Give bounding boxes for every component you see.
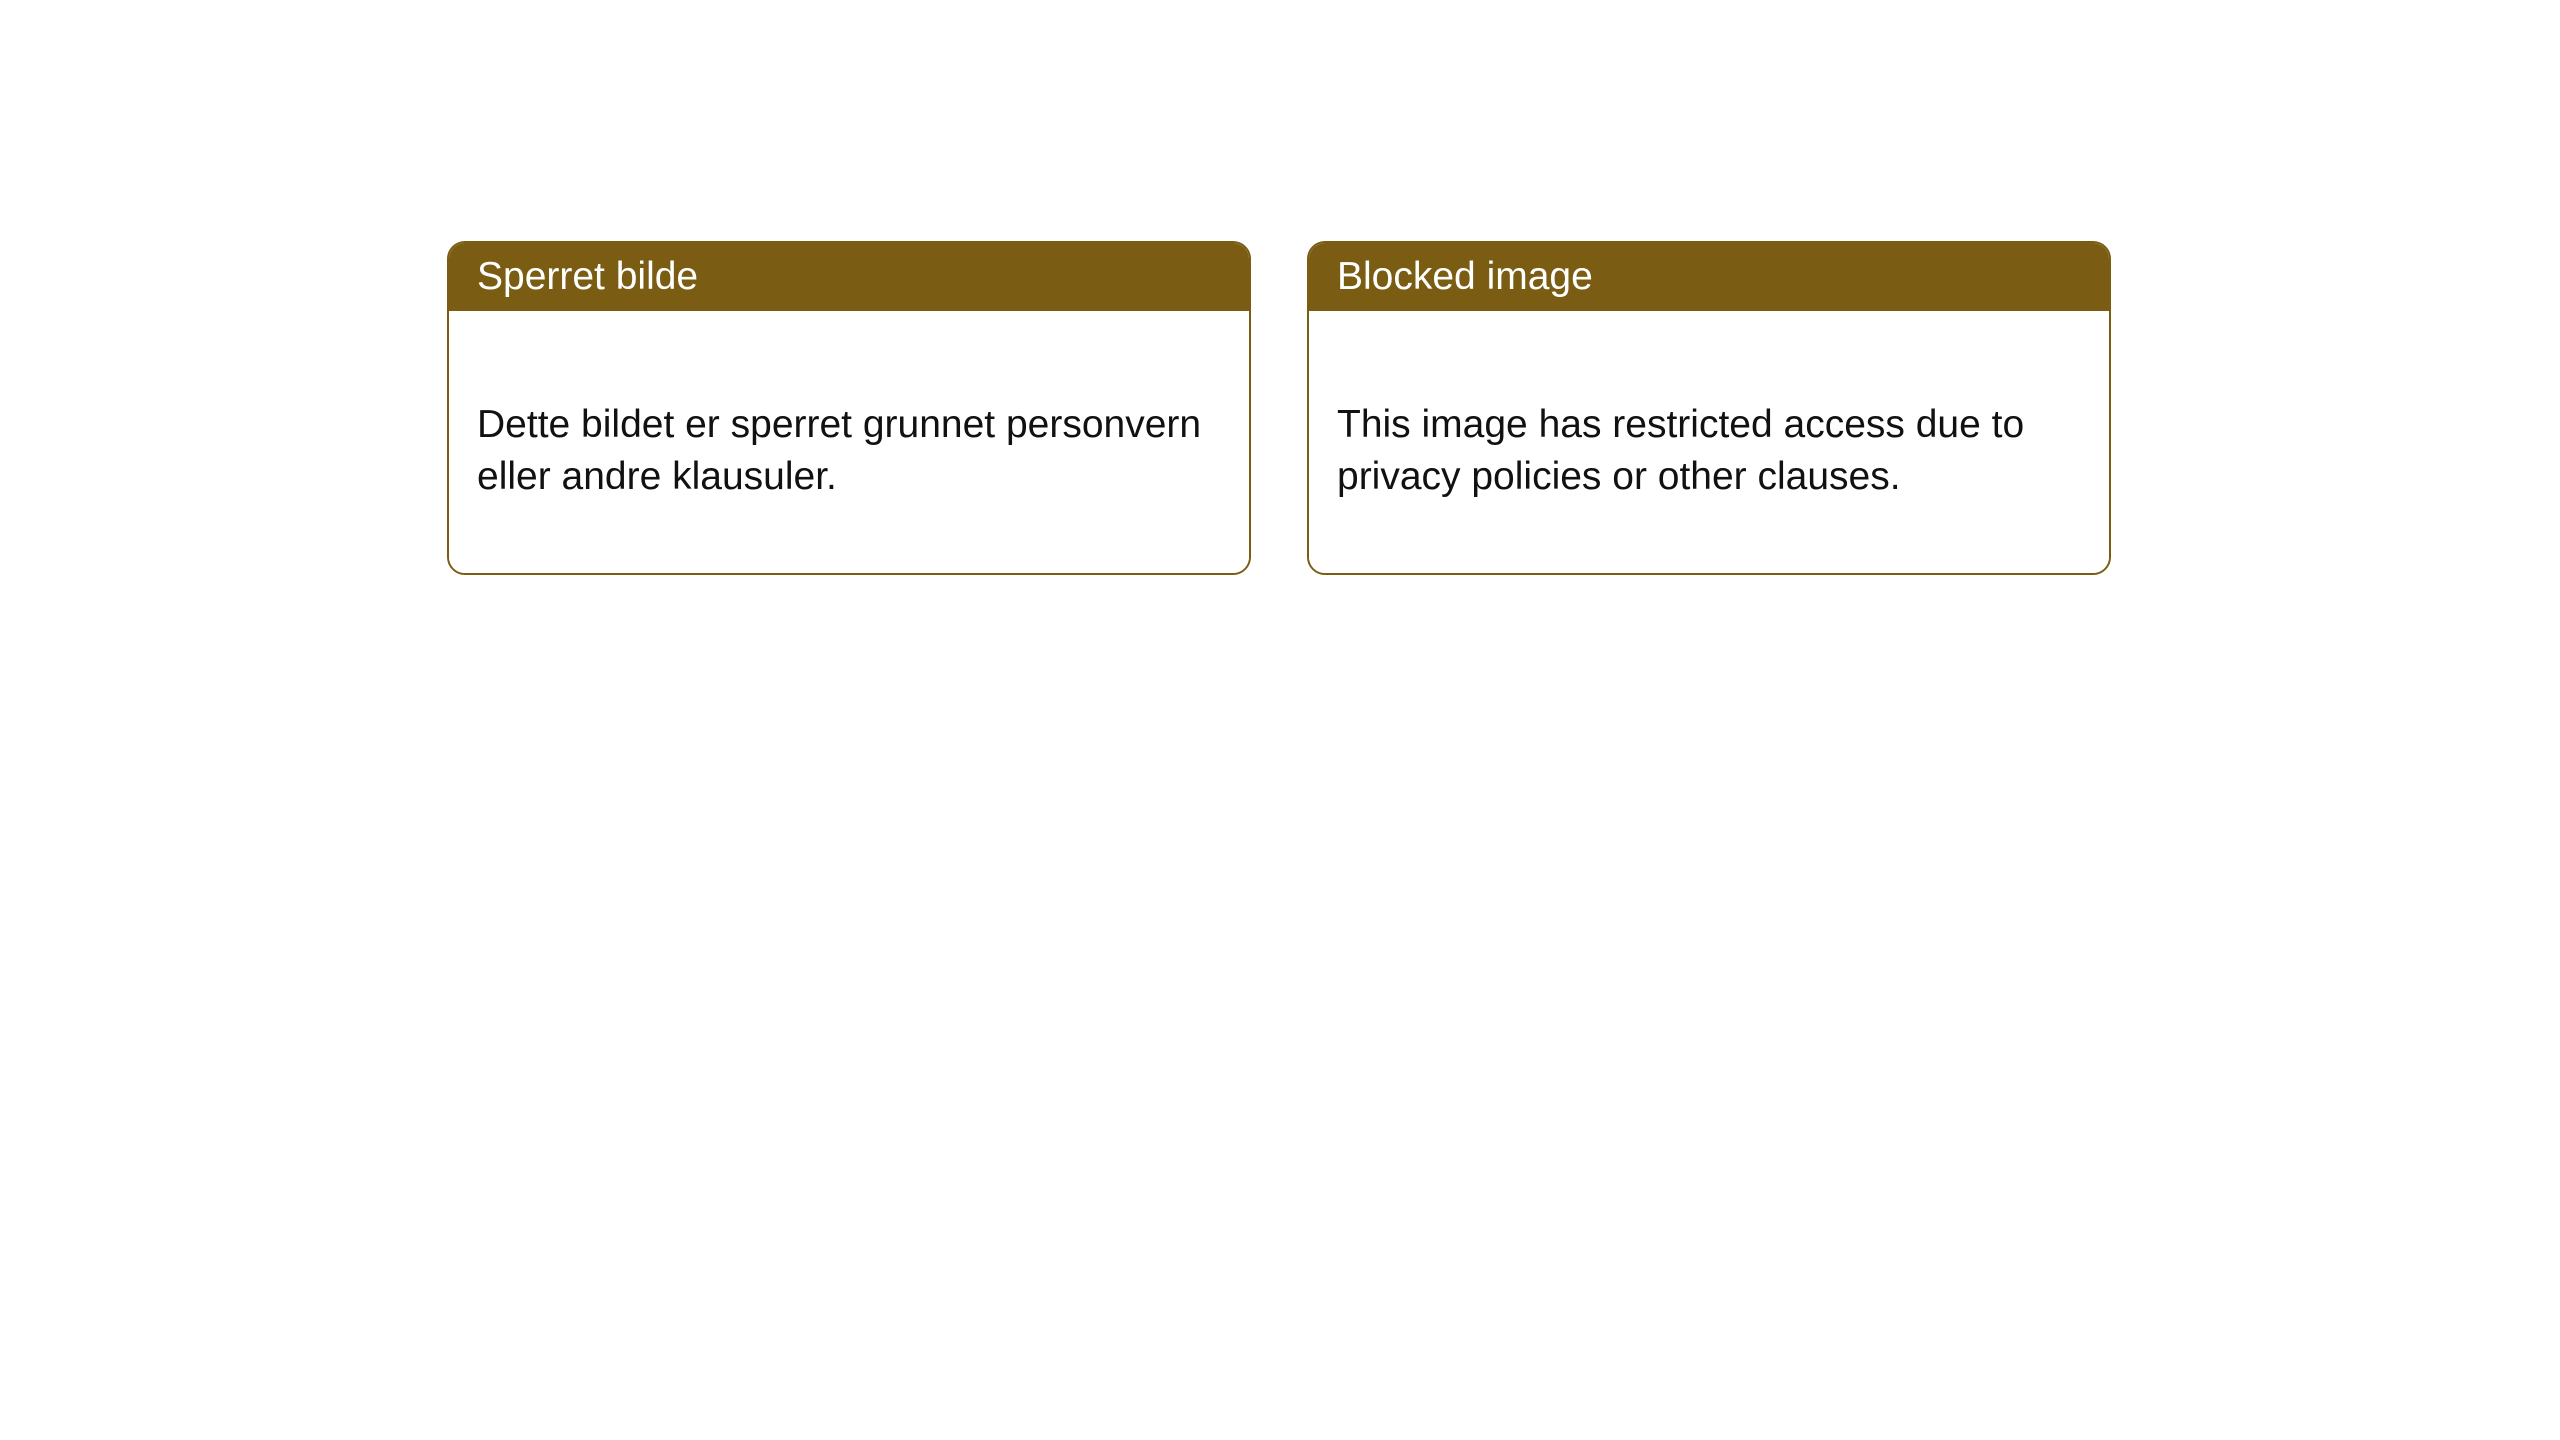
notice-text-english: This image has restricted access due to … xyxy=(1337,403,2024,498)
notice-card-norwegian: Sperret bilde Dette bildet er sperret gr… xyxy=(447,241,1251,575)
notice-header-english: Blocked image xyxy=(1309,243,2109,311)
notice-header-norwegian: Sperret bilde xyxy=(449,243,1249,311)
notice-card-english: Blocked image This image has restricted … xyxy=(1307,241,2111,575)
notice-text-norwegian: Dette bildet er sperret grunnet personve… xyxy=(477,403,1201,498)
notice-body-english: This image has restricted access due to … xyxy=(1309,311,2109,573)
notice-title-english: Blocked image xyxy=(1337,255,1593,298)
notice-container: Sperret bilde Dette bildet er sperret gr… xyxy=(0,0,2560,575)
notice-body-norwegian: Dette bildet er sperret grunnet personve… xyxy=(449,311,1249,573)
notice-title-norwegian: Sperret bilde xyxy=(477,255,698,298)
